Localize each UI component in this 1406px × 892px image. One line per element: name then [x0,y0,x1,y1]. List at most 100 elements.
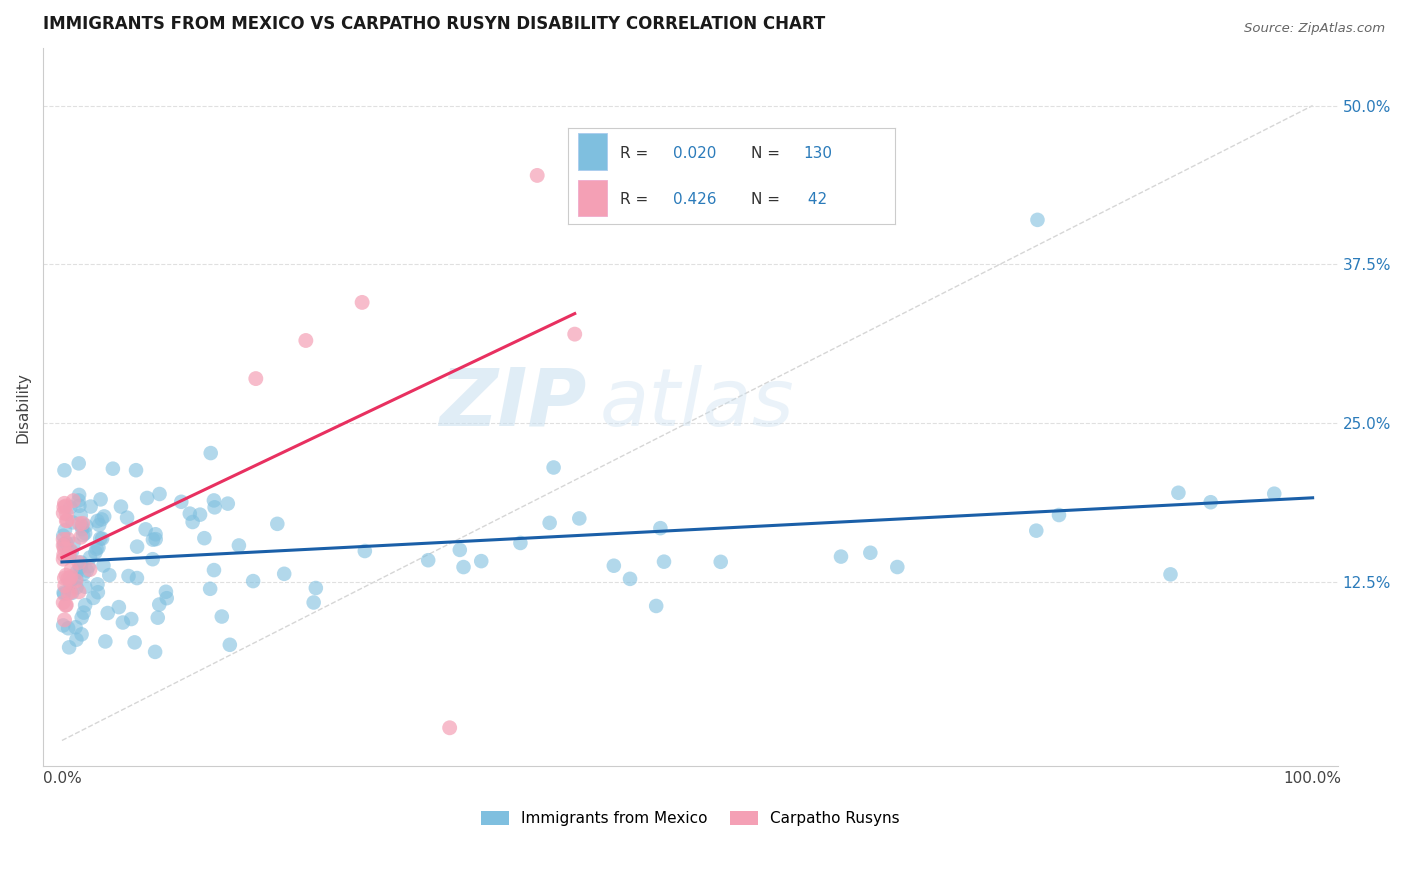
Point [75,598,97,612]
Point [352,295,374,310]
Point [59,570,82,584]
Point [75,518,97,533]
Point [56,572,79,586]
Point [84,545,107,559]
Point [65,620,87,634]
Point [89,532,111,546]
Point [58,548,80,562]
Point [60,586,83,600]
Point [79,550,101,565]
Point [69,508,91,523]
Point [67,493,90,508]
Point [439,721,461,735]
Point [124,635,146,649]
Point [830,549,852,564]
Point [200,446,222,460]
Point [145,527,167,541]
Point [101,461,124,475]
Point [52,538,75,552]
Point [142,552,165,566]
Point [59,500,82,515]
Point [69,560,91,574]
Point [52,500,75,515]
Point [98,568,121,582]
Point [652,555,675,569]
Point [77,559,100,574]
Point [115,510,138,524]
Point [67,488,90,502]
Point [94,634,117,648]
Point [1263,486,1285,500]
Point [56,514,79,528]
Point [86,541,108,556]
Point [449,542,471,557]
Point [56,586,79,600]
Point [619,572,641,586]
Point [55,568,77,582]
Point [193,531,215,545]
Text: N =: N = [751,193,785,207]
Point [526,169,548,183]
Point [53,579,76,593]
Point [266,516,288,531]
Point [53,537,76,551]
Point [52,533,75,547]
Point [53,541,76,556]
Point [90,492,112,507]
Point [1026,212,1049,227]
Point [509,536,531,550]
Point [97,606,120,620]
Point [170,495,193,509]
Point [710,555,733,569]
Point [52,506,75,520]
Point [1167,485,1189,500]
Point [155,584,177,599]
Point [79,563,101,577]
Point [55,598,77,612]
Point [65,572,87,586]
Point [70,556,93,570]
Point [58,549,80,564]
Point [52,595,75,609]
Text: R =: R = [620,146,654,161]
Point [645,599,668,613]
Point [55,536,77,550]
Point [181,515,204,529]
Text: ZIP: ZIP [440,365,586,442]
Point [564,327,586,342]
Point [70,610,93,624]
Point [127,540,149,554]
Point [59,585,82,599]
Point [52,548,75,562]
Point [52,585,75,599]
Point [198,582,221,596]
Point [75,580,97,594]
Point [202,493,225,508]
Point [70,627,93,641]
Point [1047,508,1070,522]
FancyBboxPatch shape [578,179,607,216]
Point [72,566,94,581]
Point [146,610,169,624]
Point [228,539,250,553]
Point [1025,524,1047,538]
Point [53,523,76,537]
Text: R =: R = [620,193,654,207]
Point [90,512,112,526]
Point [218,638,240,652]
Text: 0.426: 0.426 [672,193,716,207]
Point [69,559,91,574]
Point [75,526,97,541]
Point [202,563,225,577]
Point [72,516,94,531]
Point [125,463,148,477]
Point [73,606,96,620]
Point [66,565,89,579]
Point [273,566,295,581]
Point [108,600,131,615]
Point [603,558,626,573]
FancyBboxPatch shape [578,134,607,170]
Point [60,545,83,559]
Point [93,509,115,524]
Point [58,640,80,655]
